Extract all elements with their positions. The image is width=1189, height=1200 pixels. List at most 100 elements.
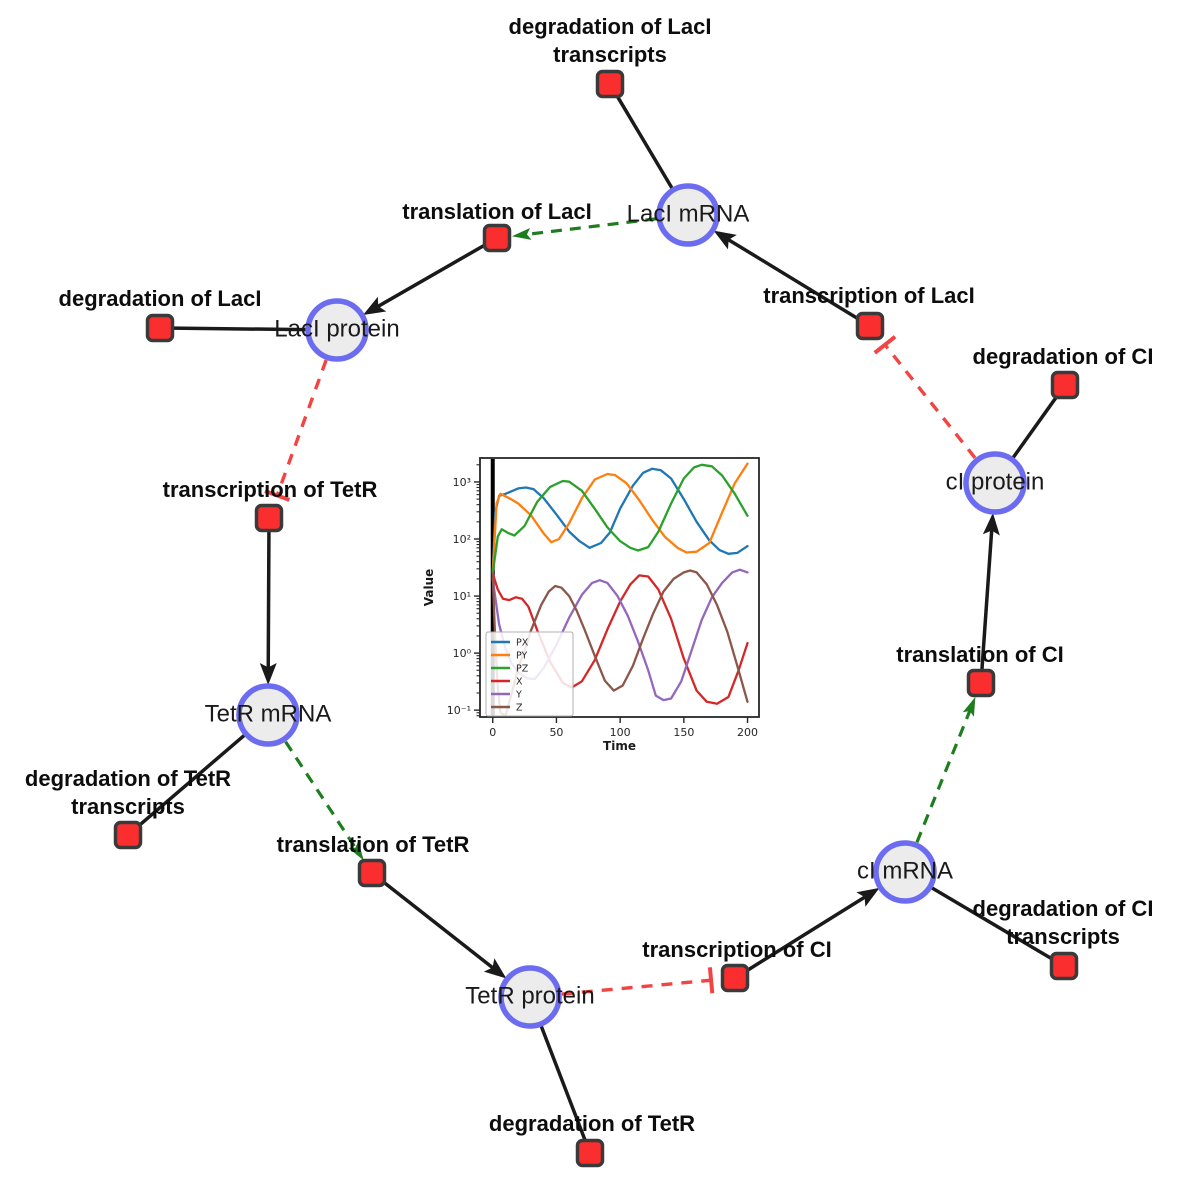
arrowhead-icon xyxy=(259,662,277,686)
x-tick-label: 200 xyxy=(737,726,758,739)
x-tick-label: 50 xyxy=(549,726,563,739)
reaction-node-txn-laci[interactable] xyxy=(855,311,885,341)
y-axis-label: Value xyxy=(422,569,436,607)
legend-label-Z: Z xyxy=(516,703,523,714)
reaction-node-deg-tetr-tx[interactable] xyxy=(113,820,143,850)
species-node-ci-mrna[interactable] xyxy=(873,840,937,904)
arrowhead-icon xyxy=(856,887,880,907)
reaction-node-transl-tetr[interactable] xyxy=(357,858,387,888)
reaction-node-deg-laci[interactable] xyxy=(145,313,175,343)
edge-ci-mrna-deg-ci-tx xyxy=(930,886,1054,961)
edge-transl-ci-ci-protein xyxy=(980,528,994,670)
inhibition-tbar-icon xyxy=(873,335,897,355)
chart-legend: PX PY PZ XYZ xyxy=(485,631,574,717)
reaction-label-deg-ci-tx: degradation of CI xyxy=(973,896,1154,921)
x-axis-label: Time xyxy=(603,739,636,753)
edge-transl-laci-laci-protein xyxy=(376,243,486,309)
series-line-PX xyxy=(491,467,749,575)
arrowhead-icon xyxy=(713,230,737,250)
species-label-laci-mrna: LacI mRNA xyxy=(627,200,750,227)
reaction-node-deg-laci-tx[interactable] xyxy=(595,69,625,99)
legend-label-Y: Y xyxy=(515,690,522,701)
plot-frame xyxy=(479,457,760,718)
modifier-arrowhead-icon xyxy=(962,696,976,717)
inhibition-tbar-icon xyxy=(264,489,291,502)
nodes-layer xyxy=(113,69,1080,1168)
x-tick-label: 150 xyxy=(673,726,694,739)
edge-txn-laci-laci-mrna xyxy=(726,237,859,321)
reaction-label-deg-tetr-tx: transcripts xyxy=(71,794,185,819)
edge-tetr-mrna-transl-tetr xyxy=(284,740,359,852)
reaction-node-deg-ci[interactable] xyxy=(1050,370,1080,400)
arrowhead-icon xyxy=(363,296,387,316)
species-node-tetr-mrna[interactable] xyxy=(236,683,300,747)
reaction-label-deg-ci-tx: transcripts xyxy=(1006,924,1120,949)
species-node-laci-protein[interactable] xyxy=(305,298,369,362)
legend-box xyxy=(485,631,574,717)
legend-label-PX: PX xyxy=(516,638,529,649)
x-tick-label: 100 xyxy=(610,726,631,739)
edges-layer xyxy=(136,94,1059,1142)
reaction-label-transl-tetr: translation of TetR xyxy=(277,832,470,857)
edge-laci-mrna-deg-laci-tx xyxy=(615,94,674,190)
y-tick-label: 10² xyxy=(453,533,471,546)
reaction-label-deg-laci: degradation of LacI xyxy=(59,286,262,311)
edge-tetr-protein-deg-tetr xyxy=(539,1025,587,1142)
edge-transl-tetr-tetr-protein xyxy=(381,880,495,970)
y-tick-label: 10⁰ xyxy=(453,647,472,660)
reaction-label-deg-laci-tx: transcripts xyxy=(553,42,667,67)
reaction-node-transl-laci[interactable] xyxy=(482,223,512,253)
edge-ci-protein-txn-laci xyxy=(883,343,977,460)
reaction-node-transl-ci[interactable] xyxy=(966,668,996,698)
series-line-X xyxy=(491,572,749,705)
edge-txn-tetr-tetr-mrna xyxy=(266,531,271,670)
reaction-label-txn-tetr: transcription of TetR xyxy=(163,477,378,502)
labels-layer: degradation of LacI transcripts translatio… xyxy=(25,14,1154,1136)
legend-label-PY: PY xyxy=(516,651,528,662)
reaction-label-transl-laci: translation of LacI xyxy=(402,199,591,224)
edge-tetr-protein-txn-ci xyxy=(561,978,712,996)
species-node-ci-protein[interactable] xyxy=(963,451,1027,515)
edge-tetr-mrna-deg-tetr-tx xyxy=(136,733,246,828)
species-label-laci-protein: LacI protein xyxy=(274,315,399,342)
y-tick-label: 10⁻¹ xyxy=(447,704,471,717)
arrowhead-icon xyxy=(982,512,1000,536)
y-tick-label: 10¹ xyxy=(453,590,471,603)
reaction-label-deg-tetr: degradation of TetR xyxy=(489,1111,695,1136)
species-node-laci-mrna[interactable] xyxy=(656,183,720,247)
edge-laci-protein-txn-tetr xyxy=(275,359,328,497)
reaction-node-txn-ci[interactable] xyxy=(720,963,750,993)
reaction-label-deg-laci-tx: degradation of LacI xyxy=(509,14,712,39)
species-label-tetr-mrna: TetR mRNA xyxy=(205,700,332,727)
reaction-label-txn-laci: transcription of LacI xyxy=(763,283,974,308)
legend-label-X: X xyxy=(516,677,523,688)
reaction-label-transl-ci: translation of CI xyxy=(896,642,1063,667)
edge-ci-mrna-transl-ci xyxy=(915,707,973,843)
edge-txn-ci-ci-mrna xyxy=(745,894,867,973)
inhibition-tbar-icon xyxy=(707,967,715,994)
species-label-tetr-protein: TetR protein xyxy=(465,982,594,1009)
edge-laci-mrna-transl-laci xyxy=(523,217,657,237)
edge-laci-protein-deg-laci xyxy=(172,326,307,332)
series-line-PY xyxy=(491,462,749,575)
species-node-tetr-protein[interactable] xyxy=(498,965,562,1029)
x-tick-label: 0 xyxy=(489,726,496,739)
modifier-arrowhead-icon xyxy=(511,227,532,240)
modifier-arrowhead-icon xyxy=(348,841,364,861)
edge-ci-protein-deg-ci xyxy=(1011,394,1059,459)
reaction-label-deg-tetr-tx: degradation of TetR xyxy=(25,766,231,791)
arrowhead-icon xyxy=(483,958,507,979)
species-label-ci-mrna: cI mRNA xyxy=(857,857,953,884)
reaction-node-deg-ci-tx[interactable] xyxy=(1049,951,1079,981)
series-line-PZ xyxy=(491,463,749,575)
reaction-node-deg-tetr[interactable] xyxy=(575,1138,605,1168)
reaction-label-txn-ci: transcription of CI xyxy=(642,937,831,962)
reaction-label-deg-ci: degradation of CI xyxy=(973,344,1154,369)
legend-label-PZ: PZ xyxy=(516,664,529,675)
species-label-ci-protein: cI protein xyxy=(946,468,1045,495)
y-tick-label: 10³ xyxy=(453,476,471,489)
reaction-node-txn-tetr[interactable] xyxy=(254,503,284,533)
